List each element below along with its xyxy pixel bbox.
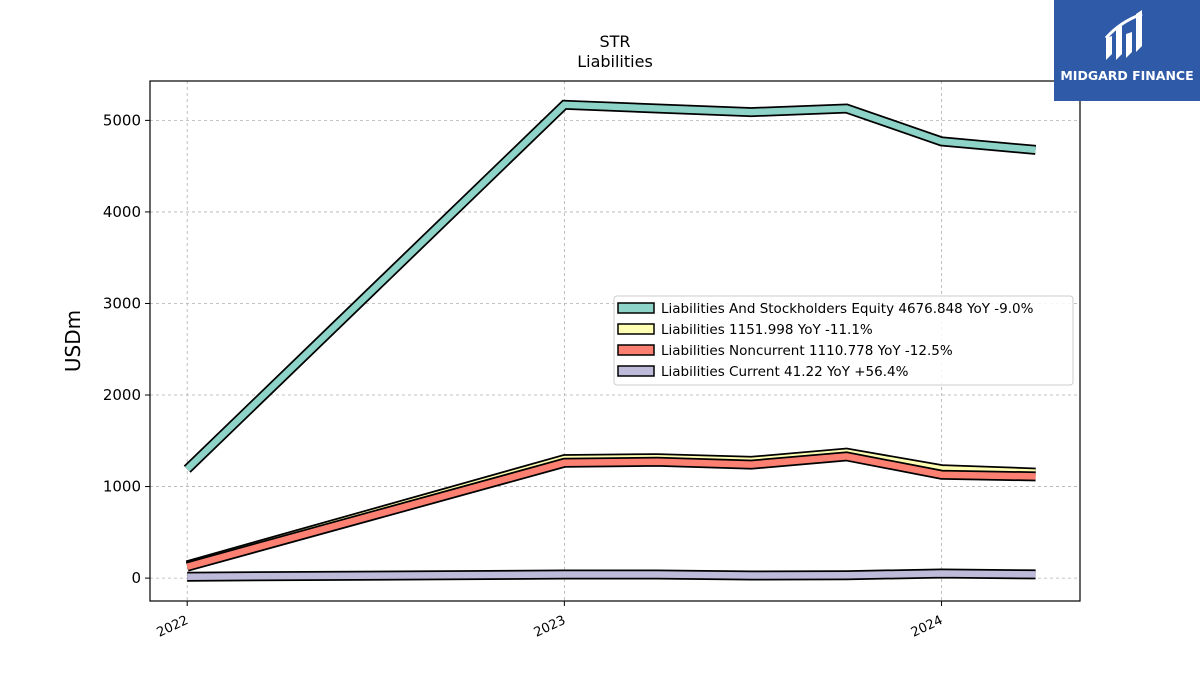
legend-entry: Liabilities Current 41.22 YoY +56.4% xyxy=(617,364,909,380)
y-tick-label: 2000 xyxy=(103,386,141,404)
brand-logo: MIDGARD FINANCE xyxy=(1054,0,1200,101)
y-axis-label: USDm xyxy=(61,310,85,372)
series-line xyxy=(187,570,1036,580)
legend-entry: Liabilities And Stockholders Equity 4676… xyxy=(617,301,1034,317)
x-tick-label: 2023 xyxy=(532,613,568,641)
x-axis: 2022 2023 2024 xyxy=(155,601,945,641)
legend-label: Liabilities 1151.998 YoY -11.1% xyxy=(661,322,873,338)
y-tick-label: 1000 xyxy=(103,478,141,496)
series-line-outline xyxy=(185,451,1036,572)
plot-frame xyxy=(149,80,1081,602)
y-tick-label: 5000 xyxy=(103,111,141,129)
series-line xyxy=(184,101,1036,472)
y-tick-label: 0 xyxy=(131,569,141,587)
series-3 xyxy=(187,568,1036,582)
x-tick-label: 2022 xyxy=(155,613,191,641)
series-line-outline xyxy=(183,99,1037,473)
series-line xyxy=(186,453,1036,570)
legend-label: Liabilities Noncurrent 1110.778 YoY -12.… xyxy=(661,343,953,359)
series-2 xyxy=(185,451,1036,572)
chart-subtitle: Liabilities xyxy=(577,52,653,71)
logo-text: MIDGARD FINANCE xyxy=(1060,68,1194,83)
legend-label: Liabilities Current 41.22 YoY +56.4% xyxy=(661,364,909,380)
legend-entry: Liabilities 1151.998 YoY -11.1% xyxy=(617,322,873,338)
legend: Liabilities And Stockholders Equity 4676… xyxy=(613,295,1074,386)
series-0 xyxy=(183,99,1037,473)
y-tick-label: 3000 xyxy=(103,294,141,312)
legend-swatch xyxy=(617,344,655,356)
legend-label: Liabilities And Stockholders Equity 4676… xyxy=(661,301,1034,317)
x-tick-label: 2024 xyxy=(909,613,945,641)
logo-mark-icon xyxy=(1104,10,1143,60)
y-axis: 0 1000 2000 3000 4000 5000 xyxy=(103,111,150,587)
legend-swatch xyxy=(617,323,655,335)
legend-swatch xyxy=(617,365,655,377)
series-layer xyxy=(183,99,1037,582)
legend-swatch xyxy=(617,302,655,314)
legend-entry: Liabilities Noncurrent 1110.778 YoY -12.… xyxy=(617,343,953,359)
y-tick-label: 4000 xyxy=(103,203,141,221)
chart-title: STR xyxy=(599,32,630,51)
legend-box xyxy=(613,295,1074,386)
